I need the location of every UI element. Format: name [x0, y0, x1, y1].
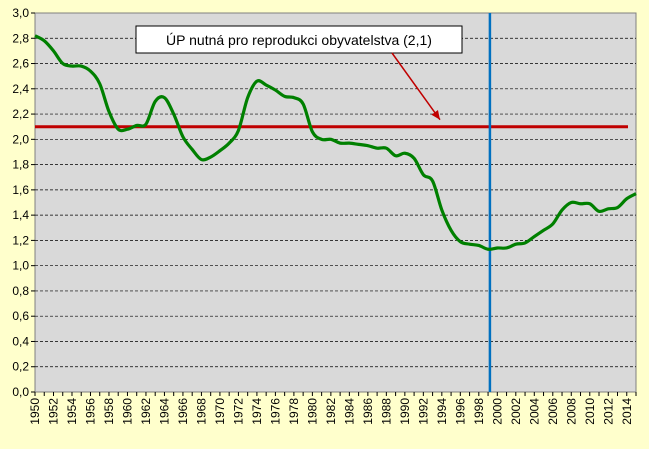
x-tick-label: 2012 [601, 398, 615, 425]
annotation-arrow [391, 52, 441, 121]
x-tick-label: 2014 [620, 398, 634, 425]
x-tick-label: 2004 [527, 398, 541, 425]
y-tick-label: 2,6 [12, 57, 29, 71]
x-tick-label: 1988 [379, 398, 393, 425]
x-tick-label: 2000 [490, 398, 504, 425]
x-tick-label: 1958 [102, 398, 116, 425]
y-tick-label: 0,2 [12, 360, 29, 374]
x-tick-label: 1966 [176, 398, 190, 425]
y-tick-label: 2,2 [12, 107, 29, 121]
x-tick-label: 1956 [83, 398, 97, 425]
y-tick-label: 2,4 [12, 82, 29, 96]
gridlines [31, 12, 637, 396]
x-tick-label: 1970 [213, 398, 227, 425]
x-tick-label: 1968 [194, 398, 208, 425]
x-tick-label: 1960 [120, 398, 134, 425]
x-tick-label: 1950 [28, 398, 42, 425]
annotation-arrowhead [431, 110, 440, 120]
y-tick-label: 1,4 [12, 208, 29, 222]
x-tick-label: 1964 [157, 398, 171, 425]
x-tick-label: 1962 [139, 398, 153, 425]
y-tick-label: 0,0 [12, 385, 29, 399]
y-tick-label: 1,0 [12, 259, 29, 273]
y-tick-label: 1,8 [12, 158, 29, 172]
x-tick-label: 2010 [583, 398, 597, 425]
y-tick-label: 2,8 [12, 31, 29, 45]
x-tick-label: 2002 [509, 398, 523, 425]
x-tick-label: 1954 [65, 398, 79, 425]
x-tick-label: 2008 [564, 398, 578, 425]
y-tick-label: 2,0 [12, 132, 29, 146]
annotation: ÚP nutná pro reprodukci obyvatelstva (2,… [135, 25, 463, 121]
x-tick-label: 1952 [46, 398, 60, 425]
y-tick-label: 0,8 [12, 284, 29, 298]
x-tick-label: 1984 [342, 398, 356, 425]
x-tick-labels: 1950 1952 1954 1956 1958 1960 1962 1964 1966 1968… [28, 398, 634, 425]
x-tick-label: 1994 [435, 398, 449, 425]
x-tick-label: 2006 [546, 398, 560, 425]
y-tick-labels: 0,0 0,2 0,4 0,6 0,8 1,0 1,2 1,4 1,6 1,8 2,0 2,2 2,4 2… [12, 6, 29, 399]
annotation-text: ÚP nutná pro reprodukci obyvatelstva (2,… [166, 32, 432, 48]
annotation-box [135, 25, 463, 54]
x-tick-label: 1978 [287, 398, 301, 425]
x-tick-label: 1996 [453, 398, 467, 425]
series-line [34, 34, 637, 251]
plot-area [34, 12, 637, 393]
x-tick-label: 1980 [305, 398, 319, 425]
y-tick-label: 3,0 [12, 6, 29, 20]
y-tick-label: 0,4 [12, 334, 29, 348]
x-tick-label: 1974 [250, 398, 264, 425]
x-tick-label: 1982 [324, 398, 338, 425]
y-tick-label: 1,6 [12, 183, 29, 197]
x-tick-label: 1976 [268, 398, 282, 425]
x-tick-label: 1986 [361, 398, 375, 425]
x-tick-label: 1998 [472, 398, 486, 425]
y-tick-label: 1,2 [12, 233, 29, 247]
y-tick-label: 0,6 [12, 309, 29, 323]
x-tick-label: 1972 [231, 398, 245, 425]
x-tick-label: 1992 [416, 398, 430, 425]
x-tick-label: 1990 [398, 398, 412, 425]
